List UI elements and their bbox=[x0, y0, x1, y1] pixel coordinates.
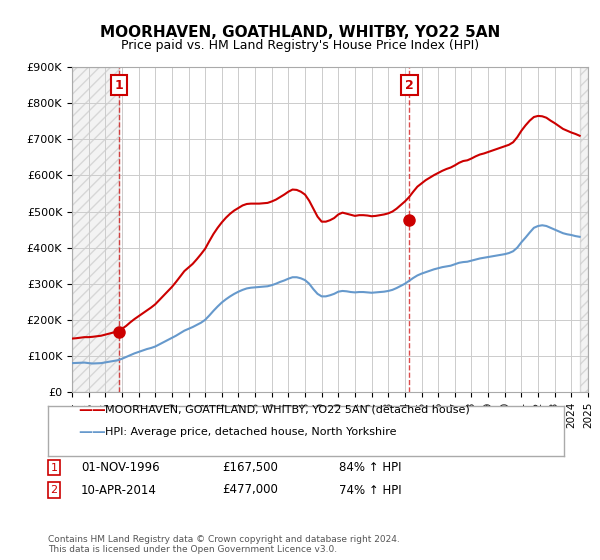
Text: 1: 1 bbox=[115, 79, 124, 92]
Text: 01-NOV-1996: 01-NOV-1996 bbox=[81, 461, 160, 474]
Text: 2: 2 bbox=[405, 79, 414, 92]
Text: MOORHAVEN, GOATHLAND, WHITBY, YO22 5AN (detached house): MOORHAVEN, GOATHLAND, WHITBY, YO22 5AN (… bbox=[105, 405, 470, 415]
Text: 74% ↑ HPI: 74% ↑ HPI bbox=[339, 483, 401, 497]
Text: ——: —— bbox=[78, 426, 106, 439]
Text: 1: 1 bbox=[50, 463, 58, 473]
Text: HPI: Average price, detached house, North Yorkshire: HPI: Average price, detached house, Nort… bbox=[105, 427, 397, 437]
Text: MOORHAVEN, GOATHLAND, WHITBY, YO22 5AN: MOORHAVEN, GOATHLAND, WHITBY, YO22 5AN bbox=[100, 25, 500, 40]
Text: ——: —— bbox=[78, 403, 106, 417]
Text: Price paid vs. HM Land Registry's House Price Index (HPI): Price paid vs. HM Land Registry's House … bbox=[121, 39, 479, 52]
Text: 84% ↑ HPI: 84% ↑ HPI bbox=[339, 461, 401, 474]
Bar bbox=[72, 67, 119, 392]
Bar bbox=[580, 67, 588, 392]
Text: £167,500: £167,500 bbox=[222, 461, 278, 474]
Text: £477,000: £477,000 bbox=[222, 483, 278, 497]
Text: 2: 2 bbox=[50, 485, 58, 495]
Text: 10-APR-2014: 10-APR-2014 bbox=[81, 483, 157, 497]
Text: Contains HM Land Registry data © Crown copyright and database right 2024.
This d: Contains HM Land Registry data © Crown c… bbox=[48, 535, 400, 554]
